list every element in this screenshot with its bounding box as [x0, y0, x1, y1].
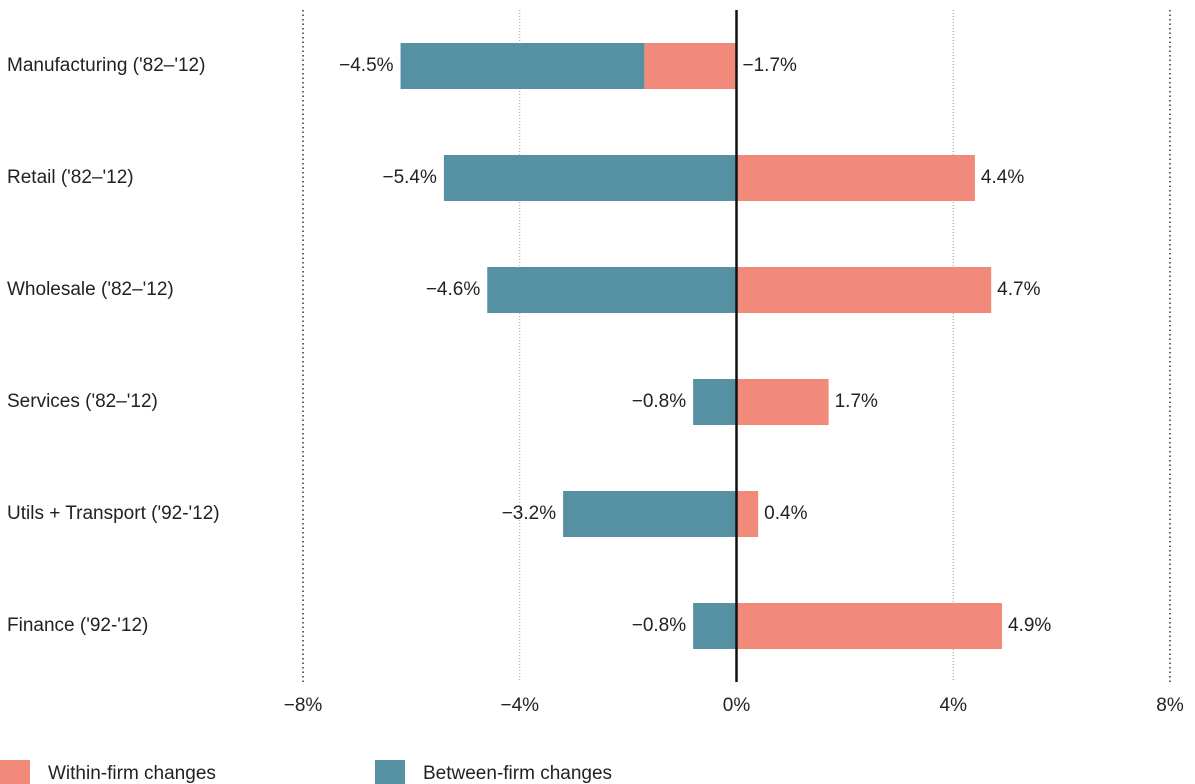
- category-label: Wholesale ('82–'12): [7, 279, 174, 300]
- bar: [693, 379, 737, 425]
- value-label: 1.7%: [835, 391, 878, 412]
- value-label: 4.4%: [981, 167, 1024, 188]
- value-label: −1.7%: [743, 55, 798, 76]
- x-tick-label: −8%: [284, 695, 323, 716]
- category-label: Finance ('92-'12): [7, 615, 148, 636]
- legend-label: Within-firm changes: [48, 763, 216, 784]
- legend-label: Between-firm changes: [423, 763, 612, 784]
- bar: [736, 379, 829, 425]
- category-label: Retail ('82–'12): [7, 167, 134, 188]
- bar: [400, 43, 645, 89]
- legend-swatch: [0, 760, 30, 784]
- category-label: Manufacturing ('82–'12): [7, 55, 205, 76]
- value-label: −4.6%: [426, 279, 481, 300]
- value-label: −5.4%: [382, 167, 437, 188]
- bar: [563, 491, 737, 537]
- bar: [644, 43, 737, 89]
- x-tick-label: 4%: [940, 695, 968, 716]
- bar: [736, 603, 1003, 649]
- value-label: −3.2%: [502, 503, 557, 524]
- bar: [443, 155, 737, 201]
- bar: [736, 491, 759, 537]
- value-label: 4.9%: [1008, 615, 1051, 636]
- bar: [736, 267, 992, 313]
- value-label: 0.4%: [764, 503, 807, 524]
- x-tick-label: −4%: [500, 695, 539, 716]
- x-tick-label: 8%: [1156, 695, 1184, 716]
- value-label: −0.8%: [632, 615, 687, 636]
- bar: [736, 155, 975, 201]
- value-label: −0.8%: [632, 391, 687, 412]
- category-label: Utils + Transport ('92-'12): [7, 503, 220, 524]
- category-label: Services ('82–'12): [7, 391, 158, 412]
- legend-swatch: [375, 760, 405, 784]
- bar: [487, 267, 737, 313]
- bar: [693, 603, 737, 649]
- x-tick-label: 0%: [723, 695, 751, 716]
- value-label: 4.7%: [997, 279, 1040, 300]
- value-label: −4.5%: [339, 55, 394, 76]
